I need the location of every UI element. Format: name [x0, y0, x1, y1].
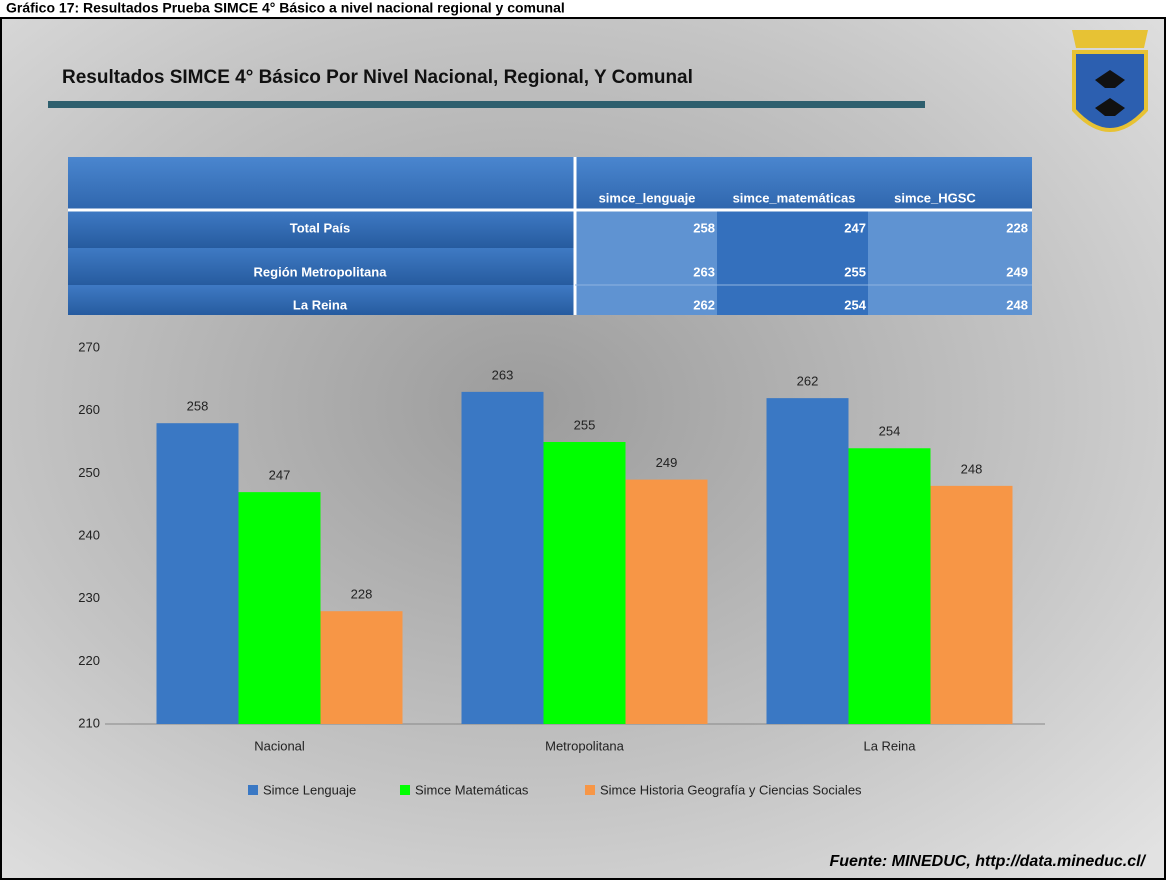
- y-tick-label: 270: [78, 339, 100, 354]
- y-tick-label: 250: [78, 465, 100, 480]
- y-tick-label: 210: [78, 715, 100, 730]
- bar: [239, 492, 321, 724]
- value-label: 258: [187, 399, 209, 414]
- row-label: Región Metropolitana: [254, 264, 388, 279]
- cell-value: 262: [693, 297, 715, 312]
- value-label: 254: [879, 424, 901, 439]
- legend-swatch: [400, 785, 410, 795]
- value-label: 228: [351, 587, 373, 602]
- title-underline: [48, 101, 925, 108]
- row-label: La Reina: [293, 297, 348, 312]
- caption: Gráfico 17: Resultados Prueba SIMCE 4° B…: [6, 0, 565, 16]
- y-tick-label: 220: [78, 653, 100, 668]
- y-tick-label: 240: [78, 527, 100, 542]
- bar: [767, 398, 849, 724]
- legend-label: Simce Lenguaje: [263, 782, 356, 797]
- value-label: 255: [574, 417, 596, 432]
- legend-swatch: [585, 785, 595, 795]
- bar: [544, 442, 626, 724]
- x-tick-label: Metropolitana: [545, 738, 625, 753]
- page: Gráfico 17: Resultados Prueba SIMCE 4° B…: [0, 0, 1166, 880]
- bar: [626, 480, 708, 724]
- table-header: [68, 157, 1032, 210]
- bar: [157, 423, 239, 724]
- y-tick-label: 230: [78, 590, 100, 605]
- bar: [849, 448, 931, 724]
- y-tick-label: 260: [78, 402, 100, 417]
- bar: [321, 611, 403, 724]
- bar: [931, 486, 1013, 724]
- row-label: Total País: [290, 220, 350, 235]
- legend-label: Simce Historia Geografía y Ciencias Soci…: [600, 782, 862, 797]
- cell-value: 258: [693, 220, 715, 235]
- cell-value: 255: [844, 264, 866, 279]
- value-label: 262: [797, 374, 819, 389]
- cell-value: 247: [844, 220, 866, 235]
- source: Fuente: MINEDUC, http://data.mineduc.cl/: [829, 853, 1146, 870]
- legend-label: Simce Matemáticas: [415, 782, 529, 797]
- logo: [1072, 30, 1148, 130]
- cell-value: 254: [844, 297, 866, 312]
- x-tick-label: La Reina: [863, 738, 916, 753]
- cell-value: 228: [1006, 220, 1028, 235]
- value-label: 248: [961, 461, 983, 476]
- value-label: 249: [656, 455, 678, 470]
- cell-value: 248: [1006, 297, 1028, 312]
- x-tick-label: Nacional: [254, 738, 305, 753]
- cell-value: 249: [1006, 264, 1028, 279]
- value-label: 247: [269, 468, 291, 483]
- column-header: simce_lenguaje: [599, 190, 696, 205]
- value-label: 263: [492, 367, 514, 382]
- column-header: simce_matemáticas: [733, 190, 856, 205]
- legend-swatch: [248, 785, 258, 795]
- column-header: simce_HGSC: [894, 190, 976, 205]
- slide-title: Resultados SIMCE 4° Básico Por Nivel Nac…: [62, 67, 693, 88]
- bar: [462, 392, 544, 724]
- cell-value: 263: [693, 264, 715, 279]
